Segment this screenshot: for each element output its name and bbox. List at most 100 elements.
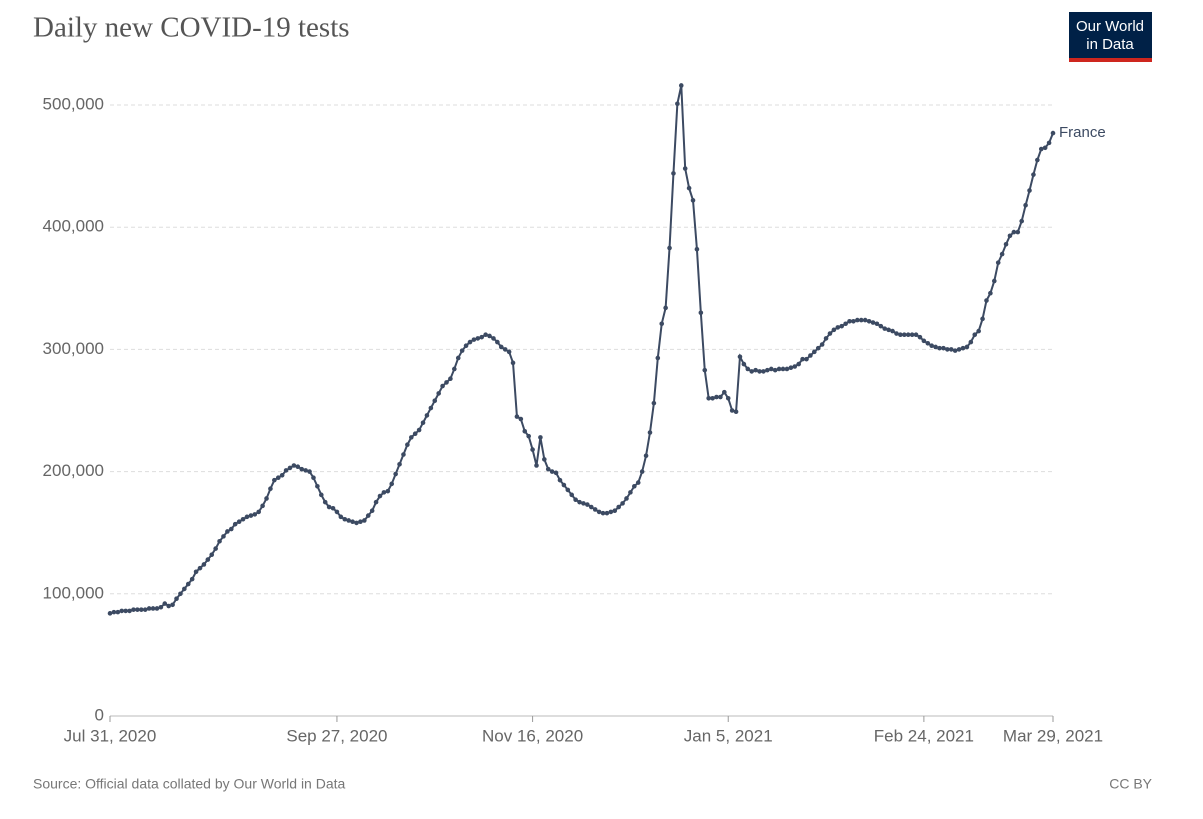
point bbox=[851, 318, 856, 324]
point bbox=[956, 347, 962, 352]
point bbox=[150, 606, 156, 611]
point bbox=[616, 504, 621, 510]
point bbox=[232, 521, 238, 527]
point bbox=[463, 343, 469, 349]
point bbox=[369, 508, 375, 514]
point bbox=[768, 366, 774, 372]
y-tick-label: 500,000 bbox=[43, 94, 104, 113]
chart-title: Daily new COVID-19 tests bbox=[33, 12, 350, 44]
point bbox=[424, 413, 430, 418]
point bbox=[338, 514, 344, 520]
point bbox=[185, 581, 191, 587]
point bbox=[827, 331, 833, 336]
point bbox=[804, 356, 809, 362]
x-tick-label: Mar 29, 2021 bbox=[1003, 726, 1103, 745]
point bbox=[197, 565, 203, 571]
point bbox=[483, 332, 488, 338]
point bbox=[972, 332, 978, 338]
logo-text: Our World bbox=[1076, 18, 1144, 35]
point bbox=[471, 337, 477, 342]
point bbox=[671, 171, 676, 176]
point bbox=[342, 516, 348, 522]
point bbox=[620, 501, 625, 506]
point bbox=[225, 529, 230, 534]
point bbox=[964, 344, 970, 350]
point bbox=[189, 576, 195, 582]
point bbox=[291, 463, 297, 468]
point bbox=[127, 608, 132, 614]
point bbox=[608, 509, 614, 515]
point bbox=[358, 519, 363, 525]
point bbox=[534, 463, 539, 468]
point bbox=[213, 546, 218, 551]
point bbox=[1035, 157, 1040, 163]
point bbox=[542, 457, 547, 462]
point bbox=[272, 477, 277, 483]
point bbox=[303, 468, 308, 473]
point bbox=[890, 328, 895, 334]
y-tick-label: 0 bbox=[95, 705, 104, 724]
point bbox=[776, 366, 782, 372]
point bbox=[123, 608, 128, 614]
point bbox=[741, 361, 747, 367]
point bbox=[381, 490, 387, 495]
point bbox=[632, 483, 637, 489]
point bbox=[275, 475, 281, 481]
point bbox=[835, 325, 841, 330]
point bbox=[948, 347, 954, 352]
point bbox=[745, 366, 751, 372]
point bbox=[510, 360, 516, 366]
point bbox=[941, 345, 946, 351]
point bbox=[322, 499, 328, 505]
point bbox=[585, 502, 590, 507]
point bbox=[862, 317, 868, 323]
point bbox=[1015, 229, 1021, 235]
point bbox=[201, 562, 207, 567]
point bbox=[870, 320, 876, 325]
point bbox=[530, 447, 535, 452]
y-tick-label: 400,000 bbox=[43, 217, 104, 236]
series-label: France bbox=[1059, 124, 1106, 141]
point bbox=[722, 389, 727, 395]
point bbox=[119, 608, 125, 614]
point bbox=[502, 347, 508, 352]
point bbox=[545, 466, 551, 472]
point bbox=[111, 609, 117, 615]
point bbox=[749, 369, 755, 374]
point bbox=[675, 101, 680, 107]
point bbox=[592, 507, 598, 512]
point bbox=[283, 468, 289, 473]
point bbox=[436, 391, 441, 396]
point bbox=[757, 369, 762, 374]
point bbox=[260, 503, 265, 509]
point bbox=[264, 496, 269, 501]
point bbox=[917, 334, 923, 340]
y-tick-label: 200,000 bbox=[43, 461, 104, 480]
point bbox=[228, 526, 234, 532]
x-tick-label: Nov 16, 2020 bbox=[482, 726, 583, 745]
point bbox=[925, 340, 931, 346]
point bbox=[655, 355, 661, 361]
license: CC BY bbox=[1109, 776, 1152, 792]
point bbox=[569, 492, 575, 498]
y-tick-label: 300,000 bbox=[43, 339, 104, 358]
point bbox=[1046, 140, 1052, 146]
point bbox=[577, 499, 582, 505]
point bbox=[1011, 229, 1017, 235]
point bbox=[346, 518, 351, 523]
point bbox=[600, 510, 606, 516]
point bbox=[318, 492, 324, 498]
point bbox=[573, 497, 578, 503]
point bbox=[467, 339, 473, 345]
point bbox=[1050, 130, 1056, 136]
point bbox=[268, 486, 273, 492]
point bbox=[432, 398, 438, 404]
point bbox=[377, 493, 383, 499]
point bbox=[495, 339, 500, 345]
point bbox=[362, 518, 367, 523]
point bbox=[205, 557, 211, 562]
point bbox=[1038, 146, 1044, 152]
point bbox=[878, 323, 884, 329]
point bbox=[330, 505, 336, 511]
